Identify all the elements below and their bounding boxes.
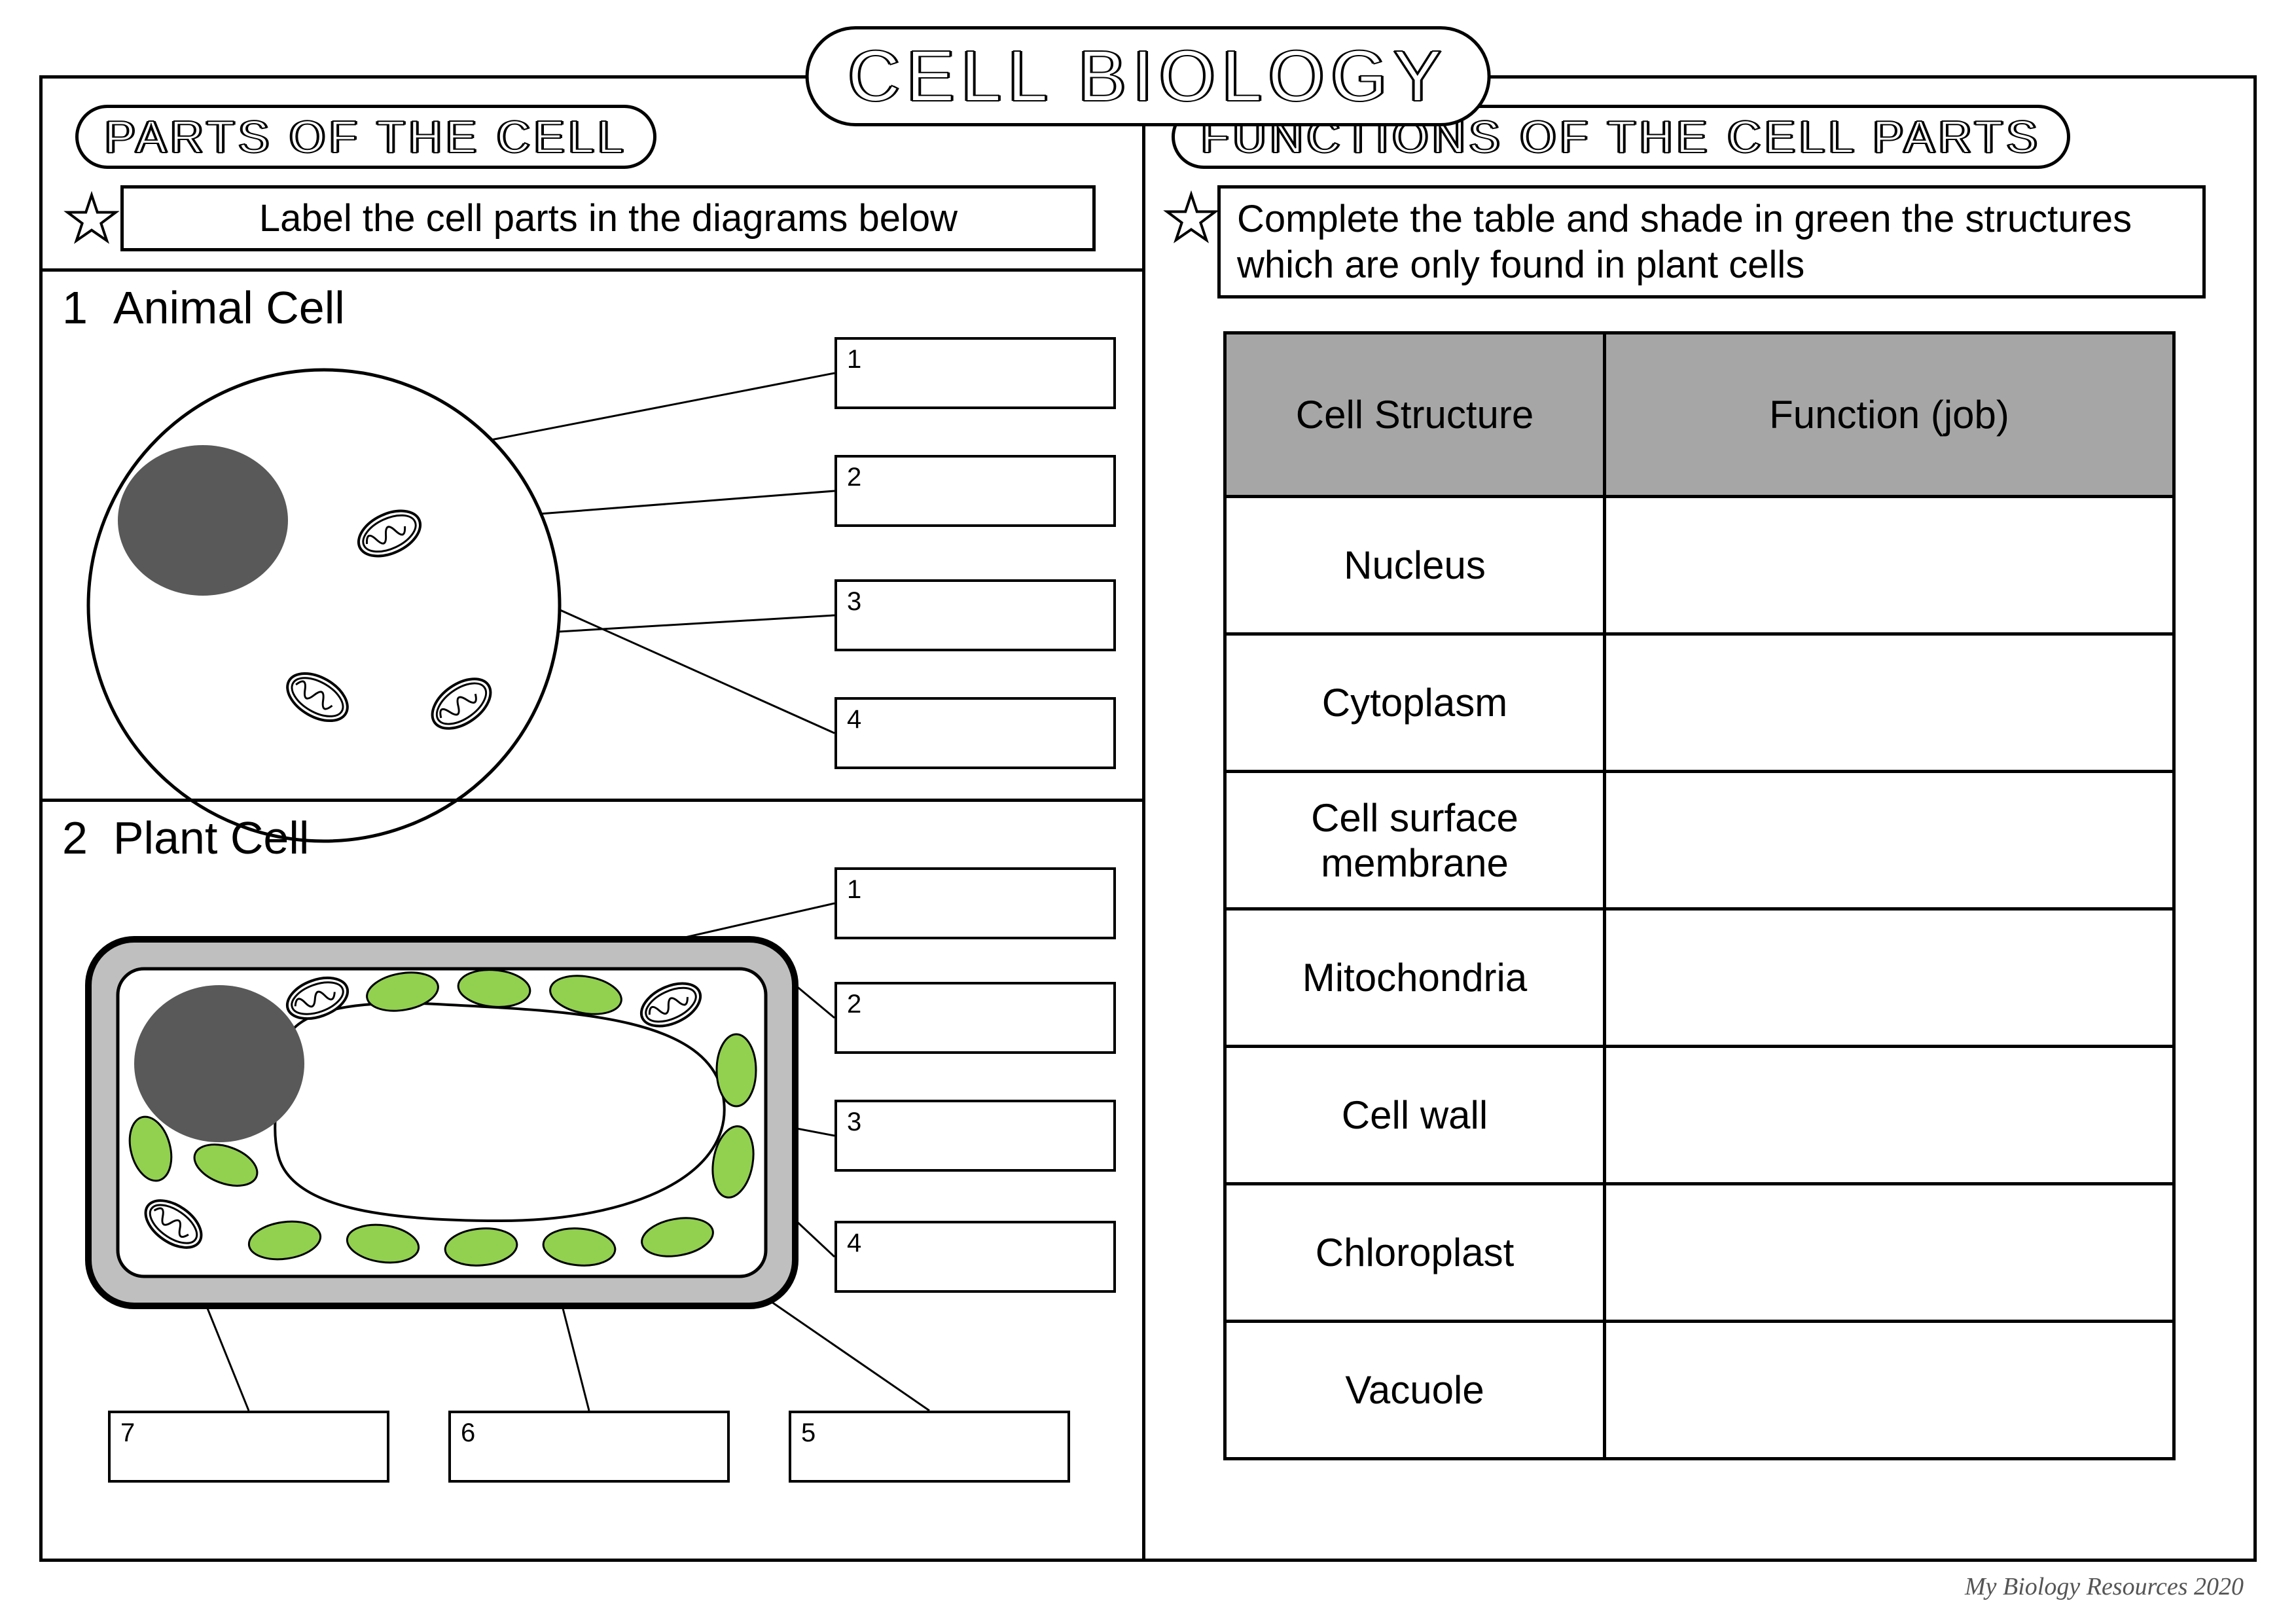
plant-label-6[interactable]: 6 — [448, 1411, 730, 1483]
footer-credit: My Biology Resources 2020 — [1965, 1572, 2244, 1601]
function-cell[interactable] — [1605, 909, 2174, 1047]
animal-label-4[interactable]: 4 — [834, 697, 1116, 769]
table-row: Mitochondria — [1225, 909, 2174, 1047]
plant-label-1[interactable]: 1 — [834, 867, 1116, 939]
instruction-parts: Label the cell parts in the diagrams bel… — [120, 185, 1096, 251]
structure-cell: Cytoplasm — [1225, 634, 1605, 772]
function-cell[interactable] — [1605, 1322, 2174, 1459]
structure-cell: Mitochondria — [1225, 909, 1605, 1047]
star-icon — [65, 192, 118, 245]
table-header-function: Function (job) — [1605, 333, 2174, 497]
worksheet-page: CELL BIOLOGY PARTS OF THE CELL Label the… — [0, 0, 2296, 1624]
function-cell[interactable] — [1605, 497, 2174, 634]
table-row: Cell wall — [1225, 1047, 2174, 1184]
functions-table: Cell Structure Function (job) NucleusCyt… — [1223, 331, 2176, 1460]
function-cell[interactable] — [1605, 772, 2174, 909]
table-row: Nucleus — [1225, 497, 2174, 634]
main-frame: PARTS OF THE CELL Label the cell parts i… — [39, 75, 2257, 1562]
animal-label-1[interactable]: 1 — [834, 337, 1116, 409]
structure-cell: Cell wall — [1225, 1047, 1605, 1184]
structure-cell: Nucleus — [1225, 497, 1605, 634]
plant-label-4[interactable]: 4 — [834, 1221, 1116, 1293]
page-title: CELL BIOLOGY — [806, 26, 1491, 126]
structure-cell: Cell surface membrane — [1225, 772, 1605, 909]
function-cell[interactable] — [1605, 634, 2174, 772]
structure-cell: Vacuole — [1225, 1322, 1605, 1459]
function-cell[interactable] — [1605, 1047, 2174, 1184]
instruction-functions: Complete the table and shade in green th… — [1217, 185, 2206, 298]
plant-label-3[interactable]: 3 — [834, 1100, 1116, 1172]
plant-label-2[interactable]: 2 — [834, 982, 1116, 1054]
plant-label-7[interactable]: 7 — [108, 1411, 389, 1483]
plant-label-5[interactable]: 5 — [789, 1411, 1070, 1483]
animal-label-3[interactable]: 3 — [834, 579, 1116, 651]
table-row: Chloroplast — [1225, 1184, 2174, 1322]
star-icon — [1165, 192, 1217, 244]
section-title-parts: PARTS OF THE CELL — [75, 105, 656, 169]
table-row: Cell surface membrane — [1225, 772, 2174, 909]
panel-animal-cell: 1 Animal Cell 1 2 3 4 — [43, 268, 1145, 799]
structure-cell: Chloroplast — [1225, 1184, 1605, 1322]
panel-functions: FUNCTIONS OF THE CELL PARTS Complete the… — [1145, 79, 2253, 1559]
table-row: Cytoplasm — [1225, 634, 2174, 772]
table-header-structure: Cell Structure — [1225, 333, 1605, 497]
panel-plant-cell: 2 Plant Cell 1 2 3 4 5 6 7 — [43, 799, 1145, 1559]
function-cell[interactable] — [1605, 1184, 2174, 1322]
animal-label-2[interactable]: 2 — [834, 455, 1116, 527]
table-row: Vacuole — [1225, 1322, 2174, 1459]
